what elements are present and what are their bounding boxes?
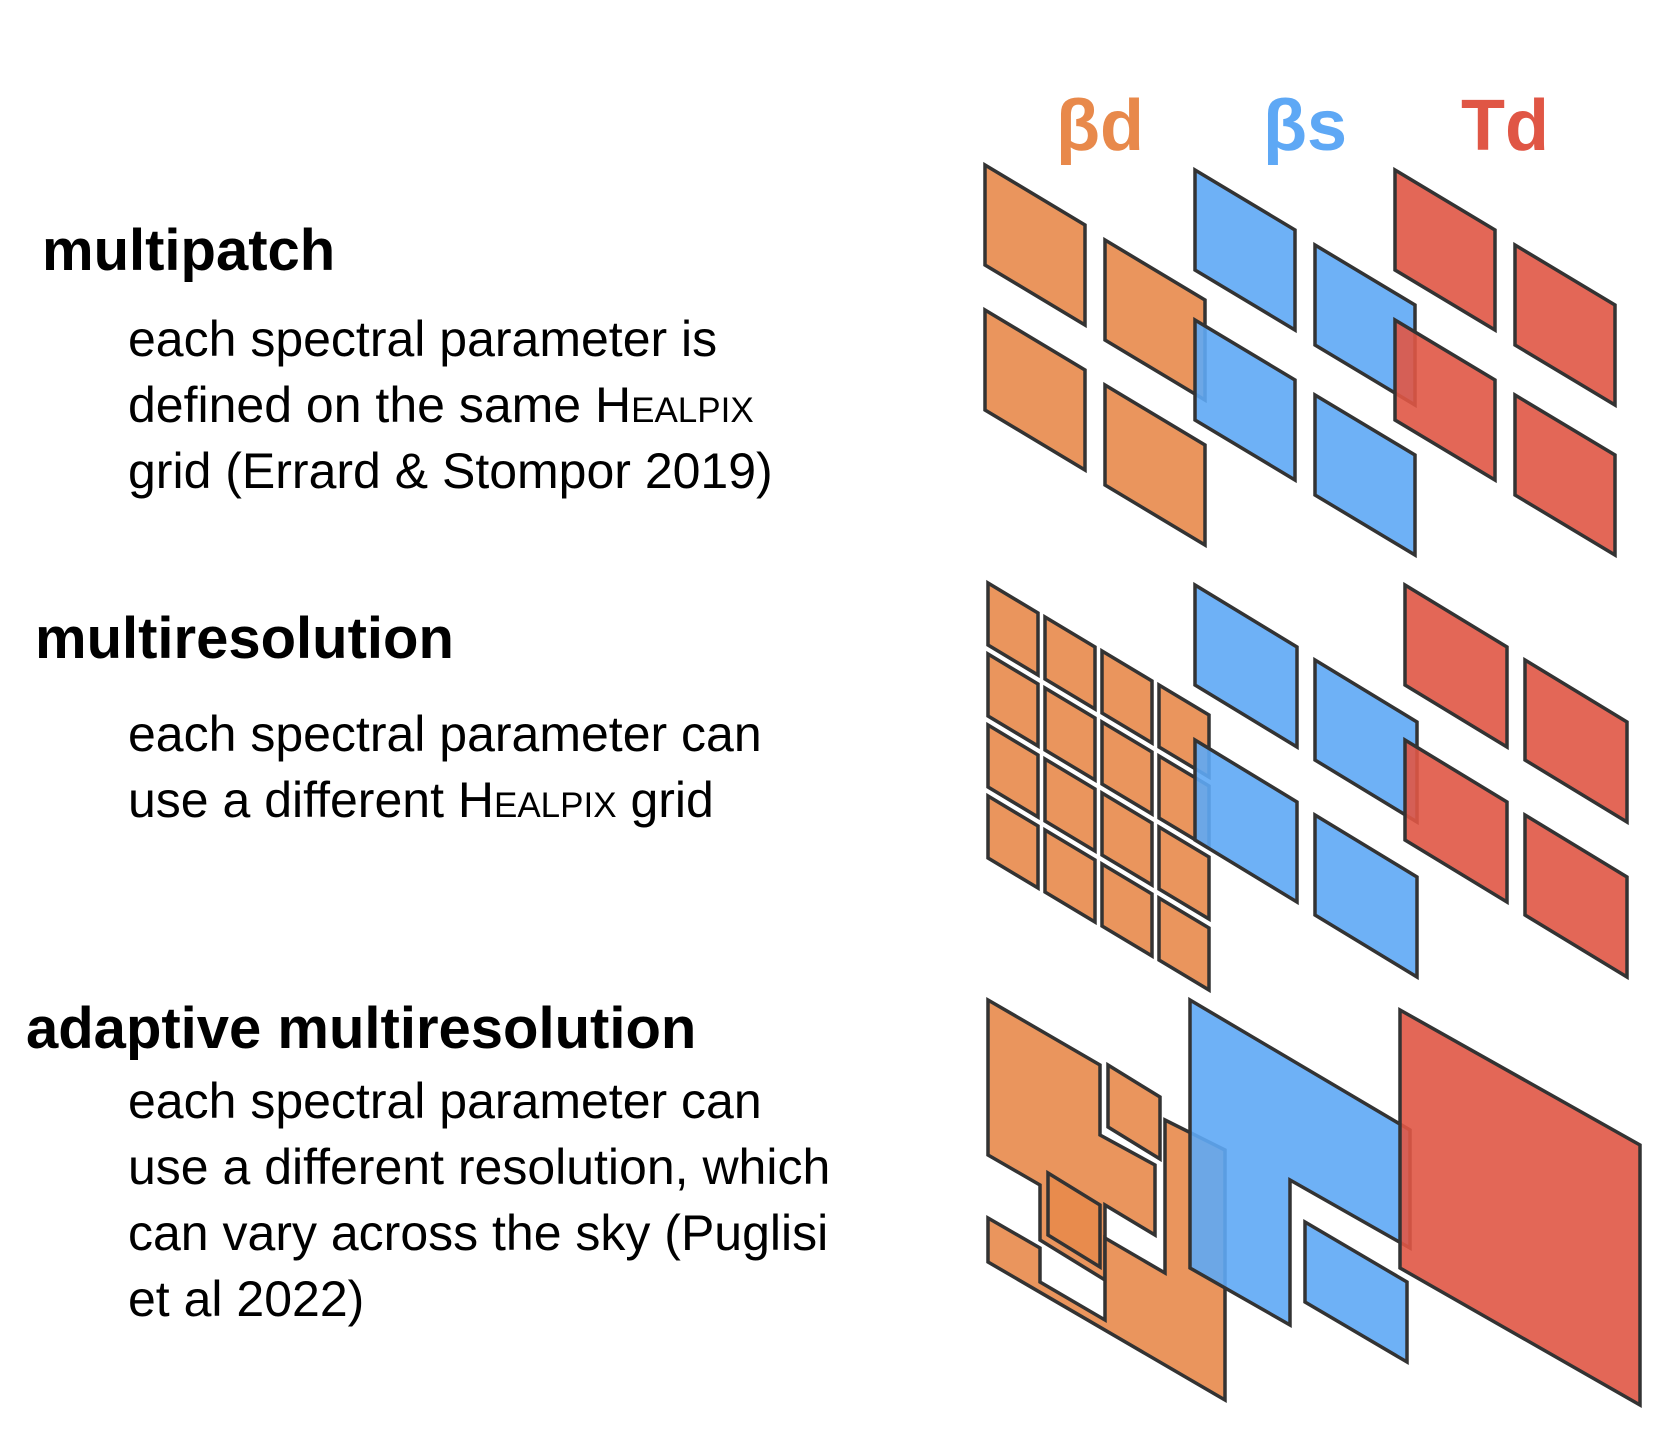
desc-text: use a different	[128, 772, 458, 828]
multipatch-cell-beta-s	[1193, 166, 1297, 334]
section-desc-multiresolution: each spectral parameter can use a differe…	[128, 701, 762, 833]
section-title-multipatch: multipatch	[42, 218, 336, 283]
desc-text: defined on the same	[128, 377, 595, 433]
section-desc-multipatch: each spectral parameter is defined on the…	[128, 306, 773, 504]
multires-coarse-cell-beta-s	[1313, 656, 1419, 826]
desc-line: each spectral parameter is	[128, 306, 773, 372]
multires-fine-cell-beta-d	[1157, 823, 1211, 923]
desc-line: et al 2022)	[128, 1266, 830, 1332]
desc-line: grid (Errard & Stompor 2019)	[128, 438, 773, 504]
desc-text: each spectral parameter can	[128, 1073, 762, 1129]
multires-fine-cell-beta-d	[1043, 684, 1097, 784]
multires-coarse-cell-t-d	[1523, 656, 1629, 826]
param-label-beta-d: βd	[1056, 86, 1144, 166]
multires-coarse-cell-beta-s	[1193, 736, 1299, 906]
multipatch-cell-t-d	[1513, 241, 1617, 409]
desc-line: each spectral parameter can	[128, 701, 762, 767]
multipatch-cell-beta-d	[1103, 381, 1207, 549]
multires-fine-cell-beta-d	[1043, 755, 1097, 855]
adaptive-small-cell-beta-d	[1106, 1061, 1162, 1163]
desc-line: use a different Healpix grid	[128, 767, 762, 833]
multires-fine-cell-beta-d	[1043, 613, 1097, 713]
multipatch-cell-beta-d	[1103, 236, 1207, 404]
multipatch-cell-beta-d	[983, 306, 1087, 474]
multipatch-cell-t-d	[1393, 166, 1497, 334]
desc-text: grid (Errard & Stompor 2019)	[128, 443, 773, 499]
adaptive-region-beta-d	[986, 1117, 1227, 1404]
desc-line: use a different resolution, which	[128, 1134, 830, 1200]
multires-fine-cell-beta-d	[986, 792, 1040, 892]
multipatch-cell-beta-s	[1313, 391, 1417, 559]
healpix-term: Healpix	[457, 772, 617, 828]
healpix-term: Healpix	[595, 377, 754, 433]
section-title-adaptive-multiresolution: adaptive multiresolution	[26, 996, 697, 1061]
multires-fine-cell-beta-d	[1100, 718, 1154, 818]
grid-cells	[983, 161, 1642, 1409]
section-desc-adaptive-multiresolution: each spectral parameter can use a differe…	[128, 1068, 830, 1332]
multires-coarse-cell-t-d	[1523, 811, 1629, 981]
multires-fine-cell-beta-d	[1100, 860, 1154, 960]
multires-fine-cell-beta-d	[1043, 826, 1097, 926]
param-label-beta-s: βs	[1263, 86, 1347, 166]
multires-fine-cell-beta-d	[986, 721, 1040, 821]
multires-fine-cell-beta-d	[1157, 894, 1211, 994]
desc-text: use a different resolution, which	[128, 1139, 831, 1195]
desc-text: each spectral parameter is	[128, 311, 718, 367]
adaptive-small-cell-beta-d	[1046, 1169, 1102, 1271]
adaptive-cell-beta-s	[1303, 1218, 1409, 1366]
desc-text: grid	[616, 772, 714, 828]
param-label-t-d: Td	[1461, 86, 1549, 166]
desc-line: can vary across the sky (Puglisi	[128, 1200, 830, 1266]
section-title-multiresolution: multiresolution	[35, 606, 454, 671]
desc-line: defined on the same Healpix	[128, 372, 773, 438]
multipatch-cell-t-d	[1513, 391, 1617, 559]
multires-coarse-cell-t-d	[1403, 736, 1509, 906]
multipatch-cell-beta-d	[983, 161, 1087, 329]
desc-text: each spectral parameter can	[128, 706, 762, 762]
desc-text: et al 2022)	[128, 1271, 365, 1327]
multipatch-cell-beta-s	[1193, 316, 1297, 484]
multires-fine-cell-beta-d	[1100, 789, 1154, 889]
multires-fine-cell-beta-d	[1100, 647, 1154, 747]
desc-text: can vary across the sky (Puglisi	[128, 1205, 829, 1261]
adaptive-region-beta-d	[986, 996, 1157, 1284]
adaptive-region-t-d	[1398, 1007, 1642, 1409]
multipatch-cell-t-d	[1393, 316, 1497, 484]
multires-fine-cell-beta-d	[986, 650, 1040, 750]
desc-line: each spectral parameter can	[128, 1068, 830, 1134]
multires-coarse-cell-t-d	[1403, 581, 1509, 751]
multires-coarse-cell-beta-s	[1313, 811, 1419, 981]
multires-coarse-cell-beta-s	[1193, 581, 1299, 751]
multires-fine-cell-beta-d	[986, 579, 1040, 679]
